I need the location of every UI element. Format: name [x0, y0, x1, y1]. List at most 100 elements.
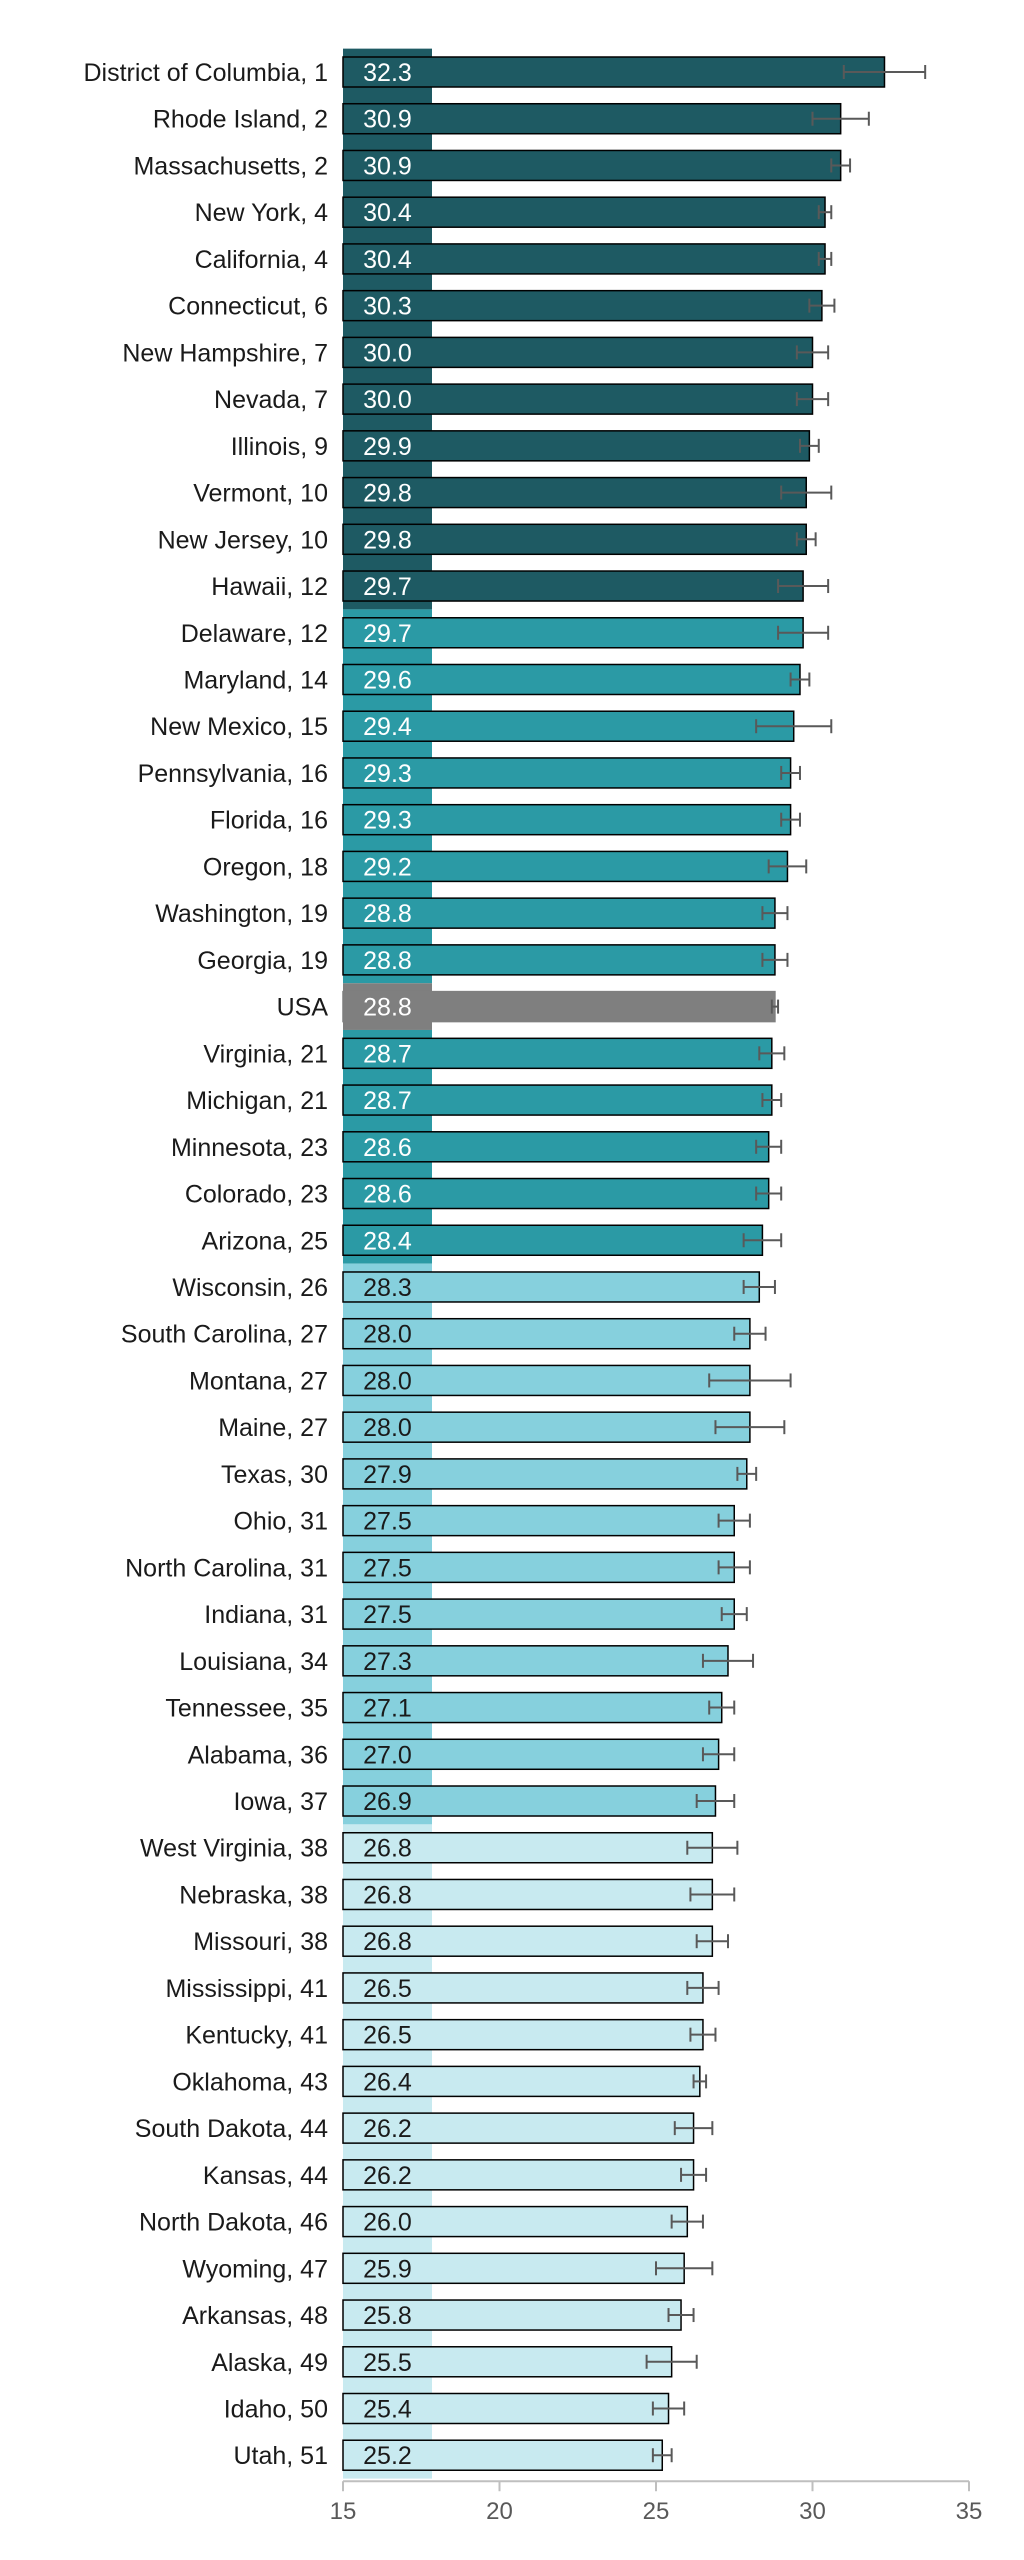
category-label: New Hampshire, 7 [122, 339, 328, 367]
error-bar [708, 1373, 792, 1388]
value-label: 29.7 [363, 573, 412, 601]
category-label: Texas, 30 [221, 1461, 328, 1489]
value-label: 29.2 [363, 853, 412, 881]
value-label: 29.6 [363, 666, 412, 694]
error-bar [770, 999, 780, 1014]
error-bar [808, 298, 836, 313]
bar [342, 2392, 670, 2425]
error-bar [798, 438, 820, 453]
error-bar [645, 2354, 698, 2369]
value-label: 26.2 [363, 2115, 412, 2143]
bar [342, 1785, 717, 1817]
value-label: 28.8 [363, 947, 412, 975]
category-label: Hawaii, 12 [211, 573, 328, 601]
category-label: Wyoming, 47 [182, 2255, 328, 2283]
error-bar [701, 1747, 736, 1762]
error-bar [736, 1466, 758, 1481]
bar [342, 1177, 770, 1210]
value-label: 29.9 [363, 433, 412, 461]
bar [342, 336, 814, 369]
category-label: California, 4 [195, 246, 328, 274]
category-label: South Dakota, 44 [135, 2115, 328, 2143]
value-label: 30.9 [363, 106, 412, 134]
error-bar [761, 1093, 783, 1108]
category-label: Virginia, 21 [203, 1040, 328, 1068]
bar [342, 2439, 664, 2471]
category-label: Wisconsin, 26 [172, 1274, 328, 1302]
value-label: 28.6 [363, 1134, 412, 1162]
error-bar [714, 1420, 786, 1435]
bar [342, 1131, 770, 1163]
label-band-segment [343, 1263, 432, 1825]
category-label: Vermont, 10 [193, 480, 328, 508]
bar [342, 617, 804, 649]
value-label: 29.4 [363, 713, 412, 741]
bar [342, 1645, 729, 1677]
value-label: 27.5 [363, 1508, 412, 1536]
category-label: Oklahoma, 43 [172, 2068, 328, 2096]
error-bar [692, 2074, 708, 2089]
error-bars [645, 65, 927, 2463]
bar [342, 1831, 714, 1864]
error-bar [701, 1653, 755, 1668]
bar [342, 523, 807, 556]
bar [342, 2299, 682, 2331]
error-bar [686, 1840, 739, 1855]
bar [342, 102, 842, 135]
category-label: New Mexico, 15 [150, 713, 328, 741]
category-label: Indiana, 31 [204, 1601, 328, 1629]
bars [342, 56, 886, 2471]
category-label: Minnesota, 23 [171, 1134, 328, 1162]
bar [342, 944, 776, 976]
category-label: New York, 4 [195, 199, 329, 227]
error-bar [686, 1980, 720, 1995]
category-label: District of Columbia, 1 [83, 59, 328, 87]
category-label: Maine, 27 [218, 1414, 328, 1442]
error-bar [817, 251, 833, 266]
value-label: 29.3 [363, 760, 412, 788]
bar [342, 757, 792, 789]
error-bar [761, 952, 789, 967]
category-label: Maryland, 14 [183, 666, 328, 694]
category-label: Tennessee, 35 [165, 1695, 328, 1723]
value-label: 27.3 [363, 1648, 412, 1676]
value-label: 29.7 [363, 620, 412, 648]
value-label: 27.9 [363, 1461, 412, 1489]
error-bar [789, 672, 811, 687]
value-label: 28.0 [363, 1414, 412, 1442]
error-bar [720, 1607, 748, 1622]
value-label: 26.9 [363, 1788, 412, 1816]
category-label: North Dakota, 46 [139, 2209, 328, 2237]
value-label: 25.4 [363, 2396, 412, 2424]
bar [342, 243, 826, 275]
x-axis: 15 20 25 30 35 [330, 2480, 982, 2525]
error-bar [780, 485, 833, 500]
value-label: 32.3 [363, 59, 412, 87]
bar [342, 149, 842, 182]
error-bar [761, 906, 789, 921]
error-bar [689, 2027, 717, 2042]
bar [342, 1504, 735, 1537]
category-label: Utah, 51 [233, 2442, 328, 2470]
value-label: 28.7 [363, 1087, 412, 1115]
error-bar [689, 1887, 736, 1902]
category-label: Connecticut, 6 [168, 293, 328, 321]
value-label: 30.4 [363, 246, 412, 274]
label-band-segment [343, 48, 432, 610]
error-bar [795, 532, 817, 547]
category-label: Arkansas, 48 [182, 2302, 328, 2330]
error-bar [717, 1560, 751, 1575]
bar [342, 1364, 751, 1397]
error-bar [795, 392, 830, 407]
value-label: 26.8 [363, 1928, 412, 1956]
value-label: 26.5 [363, 1975, 412, 2003]
value-label: 30.3 [363, 293, 412, 321]
value-label: 29.3 [363, 807, 412, 835]
category-label: Louisiana, 34 [179, 1648, 328, 1676]
error-bar [777, 625, 830, 640]
category-label: Arizona, 25 [202, 1227, 328, 1255]
bar [342, 383, 814, 415]
value-label: 25.5 [363, 2349, 412, 2377]
category-label: Washington, 19 [155, 900, 328, 928]
